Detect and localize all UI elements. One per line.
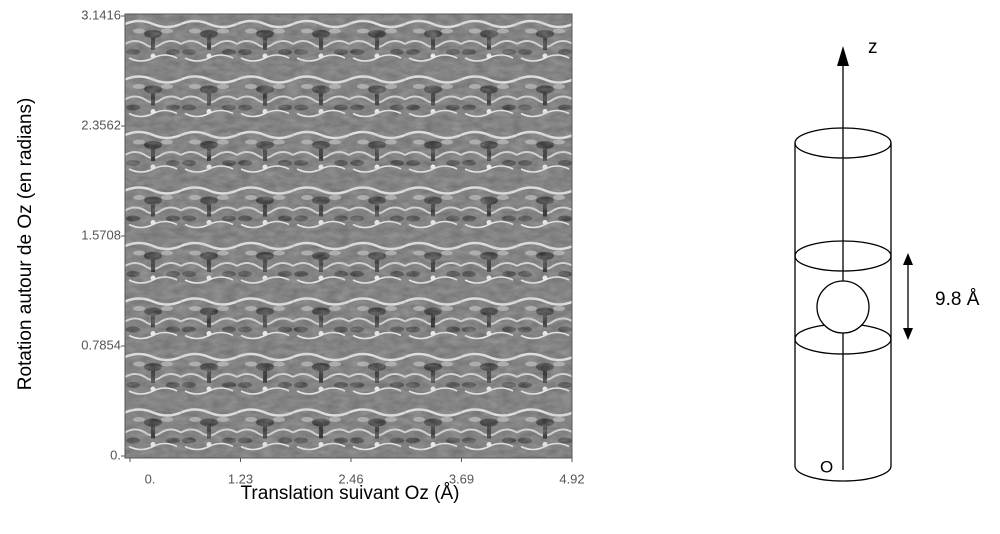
x-axis-label: Translation suivant Oz (Å) [241, 483, 460, 504]
x-ticks: 0. 1.23 2.46 3.69 4.92 [129, 458, 585, 486]
y-tick-label: 1.5708 [81, 227, 121, 242]
arrowhead [903, 253, 913, 265]
cylinder-diagram [794, 46, 913, 482]
y-tick-label: 0.7854 [81, 337, 121, 352]
y-tick-label: 2.3562 [81, 117, 121, 132]
y-ticks: 3.1416 2.3562 1.5708 0.7854 0. [81, 7, 125, 462]
z-label: z [868, 37, 878, 58]
sphere [816, 280, 870, 334]
x-tick-label: 2.46 [338, 471, 363, 486]
x-tick-label: 3.69 [449, 471, 474, 486]
arrowhead [903, 328, 913, 340]
x-tick-label: 4.92 [559, 471, 584, 486]
origin-label: O [820, 457, 833, 476]
texture-noise [125, 14, 572, 458]
cylinder-bottom [794, 465, 892, 482]
y-axis-label: Rotation autour de Oz (en radians) [15, 98, 36, 391]
spacing-label: 9.8 Å [935, 289, 980, 310]
z-arrowhead [837, 46, 849, 66]
y-tick-label: 0. [110, 447, 121, 462]
y-tick-label: 3.1416 [81, 7, 121, 22]
x-tick-label: 1.23 [228, 471, 253, 486]
x-tick-label: 0. [145, 471, 156, 486]
